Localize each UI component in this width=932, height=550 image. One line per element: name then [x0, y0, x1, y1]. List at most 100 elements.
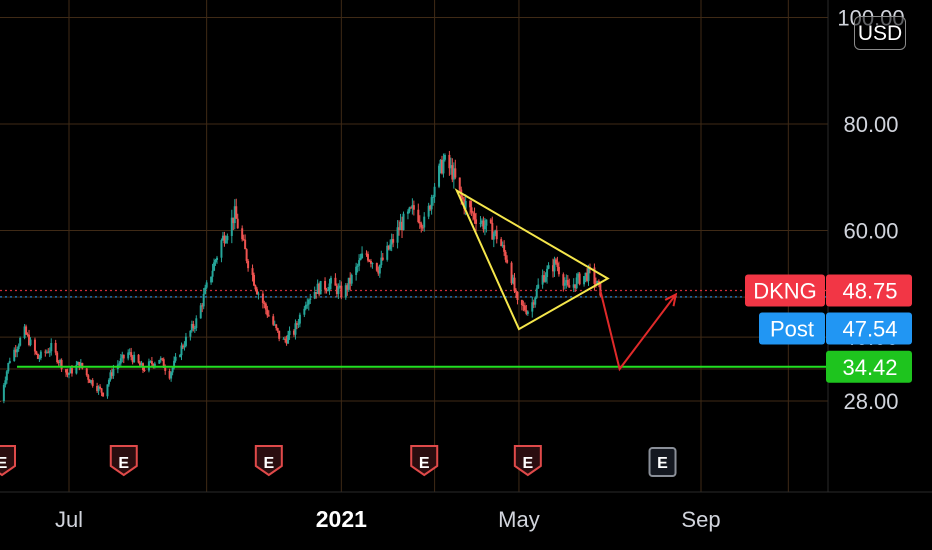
earnings-marker[interactable]: E: [109, 445, 138, 477]
candle-body: [328, 283, 331, 291]
candle-body: [463, 199, 466, 209]
candle-body: [553, 259, 556, 272]
candle-body: [193, 328, 196, 330]
candle-body: [386, 245, 389, 260]
price-tag-label-bg: [759, 312, 825, 345]
candle-body: [516, 291, 519, 301]
candle-body: [131, 356, 134, 363]
candle-body: [56, 352, 59, 363]
candle-body: [525, 310, 528, 314]
candle-body: [309, 298, 312, 300]
candle-body: [520, 300, 523, 305]
candle-body: [327, 290, 330, 292]
candle-body: [273, 324, 276, 326]
candle-body: [164, 367, 167, 371]
candle-body: [85, 368, 88, 376]
candle-body: [184, 336, 187, 346]
candle-body: [355, 266, 358, 275]
candle-body: [230, 217, 233, 236]
candle-body: [65, 369, 68, 373]
earnings-label: E: [263, 455, 274, 472]
candle-body: [288, 330, 291, 335]
candle-body: [420, 223, 423, 228]
candle-body: [411, 205, 414, 208]
candle-body: [398, 227, 401, 230]
candle-body: [473, 213, 476, 220]
candle-body: [247, 260, 250, 269]
candle-body: [295, 323, 298, 325]
candle-body: [255, 289, 258, 295]
candle-body: [2, 384, 5, 402]
y-tick-label: 28.00: [843, 389, 898, 414]
candle-body: [495, 230, 498, 240]
candle-body: [79, 362, 82, 368]
candle-body: [201, 305, 204, 307]
candle-body: [390, 239, 393, 245]
candle-body: [118, 363, 121, 365]
candle-body: [568, 285, 571, 288]
price-tags: DKNG 48.75 Post 47.54 34.42: [745, 274, 912, 383]
candle-body: [226, 235, 229, 241]
candle-body: [566, 280, 569, 286]
candle-body: [480, 220, 483, 223]
candle-body: [14, 349, 17, 353]
candle-body: [183, 345, 186, 348]
earnings-marker[interactable]: E: [254, 445, 283, 477]
candle-body: [261, 293, 264, 303]
candle-body: [432, 196, 435, 198]
earnings-marker[interactable]: E: [0, 445, 16, 477]
candle-body: [272, 316, 275, 325]
currency-selector[interactable]: USD: [854, 16, 906, 50]
projection-arrowhead: [664, 292, 678, 307]
candle-body: [213, 262, 216, 271]
candle-body: [7, 363, 10, 372]
candle-body: [181, 345, 184, 348]
candle-body: [439, 159, 442, 166]
candle-body: [236, 218, 239, 229]
candle-body: [429, 205, 432, 210]
candle-body: [587, 267, 590, 281]
candle-body: [204, 287, 207, 294]
price-tag-value-bg: [826, 350, 912, 383]
candle-body: [461, 197, 464, 200]
candle-body: [368, 260, 371, 262]
candle-body: [315, 292, 318, 294]
candle-body: [440, 159, 443, 174]
price-tag-label: Post: [770, 316, 814, 341]
candle-body: [75, 364, 78, 374]
candle-body: [586, 272, 589, 281]
candle-body: [44, 351, 47, 353]
candlestick-series: [0, 150, 602, 404]
earnings-marker[interactable]: E: [513, 445, 542, 477]
candle-body: [287, 334, 290, 344]
candle-body: [143, 370, 146, 372]
earnings-label: E: [657, 455, 668, 472]
candle-body: [381, 257, 384, 260]
candle-body: [173, 360, 176, 368]
candle-body: [78, 361, 81, 368]
earnings-marker[interactable]: E: [648, 447, 677, 477]
candle-body: [251, 268, 254, 275]
candle-body: [492, 233, 495, 240]
earnings-marker[interactable]: E: [410, 445, 439, 477]
candle-body: [220, 240, 223, 258]
candle-body: [285, 339, 288, 344]
candle-body: [583, 276, 586, 285]
candle-body: [402, 213, 405, 231]
candle-body: [307, 299, 310, 305]
candle-body: [254, 285, 257, 290]
candle-body: [350, 274, 353, 284]
candle-body: [469, 200, 472, 208]
reference-lines: [0, 289, 828, 298]
candle-body: [235, 206, 238, 219]
candle-body: [127, 352, 130, 359]
candle-body: [39, 351, 42, 359]
candle-body: [35, 351, 38, 354]
candle-body: [313, 292, 316, 299]
candle-body: [109, 372, 112, 380]
candle-body: [514, 291, 517, 293]
candle-body: [152, 364, 155, 367]
candle-body: [195, 318, 198, 329]
